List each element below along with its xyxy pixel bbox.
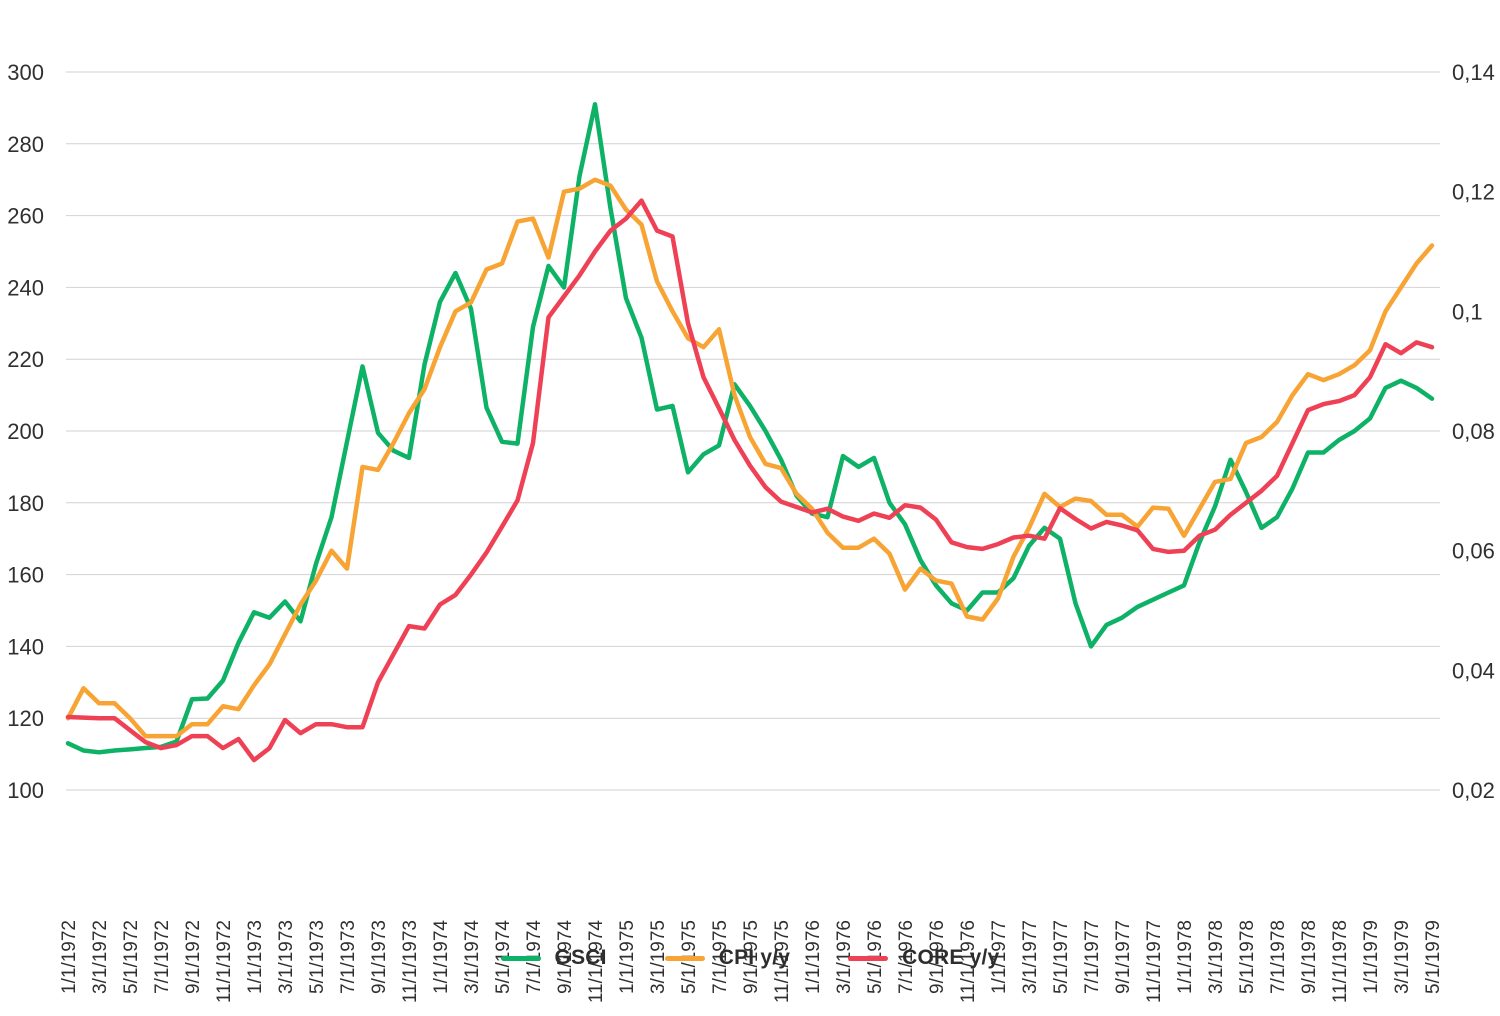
x-tick-label: 1/1/1976 [803, 920, 824, 994]
y-left-tick-label: 100 [7, 778, 44, 803]
legend-label: GSCI [554, 946, 607, 969]
x-tick-label: 5/1/1977 [1051, 920, 1072, 994]
x-tick-label: 9/1/1975 [741, 920, 762, 994]
x-tick-label: 3/1/1975 [648, 920, 669, 994]
legend-label: CORE y/y [902, 946, 1000, 969]
y-left-tick-label: 220 [7, 347, 44, 372]
x-tick-label: 7/1/1976 [896, 920, 917, 994]
x-tick-label: 9/1/1972 [183, 920, 204, 994]
y-left-tick-label: 300 [7, 60, 44, 85]
y-left-tick-label: 200 [7, 419, 44, 444]
x-tick-label: 7/1/1972 [152, 920, 173, 994]
x-tick-label: 5/1/1979 [1423, 920, 1444, 994]
x-tick-label: 9/1/1976 [927, 920, 948, 994]
x-tick-label: 1/1/1972 [59, 920, 80, 994]
x-tick-label: 11/1/1976 [958, 920, 979, 1003]
y-right-tick-label: 0,02 [1452, 778, 1495, 803]
x-tick-label: 7/1/1973 [338, 920, 359, 994]
legend-swatch [500, 955, 541, 961]
y-left-tick-label: 260 [7, 204, 44, 229]
chart-legend: GSCI CPI y/y CORE y/y [0, 946, 1500, 970]
series-line-core-y-y [65, 198, 1435, 763]
x-tick-label: 5/1/1978 [1237, 920, 1258, 994]
x-tick-label: 3/1/1979 [1392, 920, 1413, 994]
x-tick-label: 3/1/1977 [1020, 920, 1041, 994]
x-tick-label: 1/1/1977 [989, 920, 1010, 994]
y-left-tick-label: 180 [7, 491, 44, 516]
x-tick-label: 1/1/1973 [245, 920, 266, 994]
legend-label: CPI y/y [718, 946, 791, 969]
x-tick-label: 11/1/1978 [1330, 920, 1351, 1003]
y-right-tick-label: 0,12 [1452, 180, 1495, 205]
x-tick-label: 7/1/1977 [1082, 920, 1103, 994]
x-tick-label: 1/1/1974 [431, 920, 452, 994]
y-left-tick-label: 160 [7, 563, 44, 588]
legend-swatch [664, 955, 705, 961]
x-tick-label: 1/1/1975 [617, 920, 638, 994]
y-right-tick-label: 0,04 [1452, 658, 1495, 683]
x-tick-label: 1/1/1978 [1175, 920, 1196, 994]
x-tick-label: 9/1/1974 [555, 920, 576, 994]
y-right-tick-label: 0,14 [1452, 60, 1495, 85]
x-tick-label: 3/1/1973 [276, 920, 297, 994]
x-tick-label: 11/1/1975 [772, 920, 793, 1003]
x-tick-label: 3/1/1978 [1206, 920, 1227, 994]
x-tick-label: 11/1/1977 [1144, 920, 1165, 1003]
y-right-tick-label: 0,06 [1452, 539, 1495, 564]
legend-item-gsci[interactable]: GSCI [500, 946, 607, 970]
x-tick-label: 11/1/1973 [400, 920, 421, 1003]
x-tick-label: 9/1/1973 [369, 920, 390, 994]
y-left-tick-label: 240 [7, 275, 44, 300]
legend-item-cpi-y-y[interactable]: CPI y/y [664, 946, 791, 970]
y-left-tick-label: 280 [7, 132, 44, 157]
x-tick-label: 9/1/1978 [1299, 920, 1320, 994]
x-tick-label: 3/1/1976 [834, 920, 855, 994]
legend-item-core-y-y[interactable]: CORE y/y [848, 946, 999, 970]
x-tick-label: 7/1/1978 [1268, 920, 1289, 994]
x-tick-label: 7/1/1975 [710, 920, 731, 994]
x-tick-label: 11/1/1972 [214, 920, 235, 1003]
legend-swatch [848, 955, 889, 961]
x-tick-label: 3/1/1974 [462, 920, 483, 994]
y-left-tick-label: 140 [7, 634, 44, 659]
x-tick-label: 5/1/1973 [307, 920, 328, 994]
series-line-cpi-y-y [65, 177, 1435, 739]
x-tick-label: 11/1/1974 [586, 920, 607, 1004]
y-right-tick-label: 0,08 [1452, 419, 1495, 444]
x-tick-label: 1/1/1979 [1361, 920, 1382, 994]
x-tick-label: 5/1/1972 [121, 920, 142, 994]
x-tick-label: 9/1/1977 [1113, 920, 1134, 994]
y-right-tick-label: 0,1 [1452, 299, 1483, 324]
x-tick-label: 3/1/1972 [90, 920, 111, 994]
y-left-tick-label: 120 [7, 706, 44, 731]
